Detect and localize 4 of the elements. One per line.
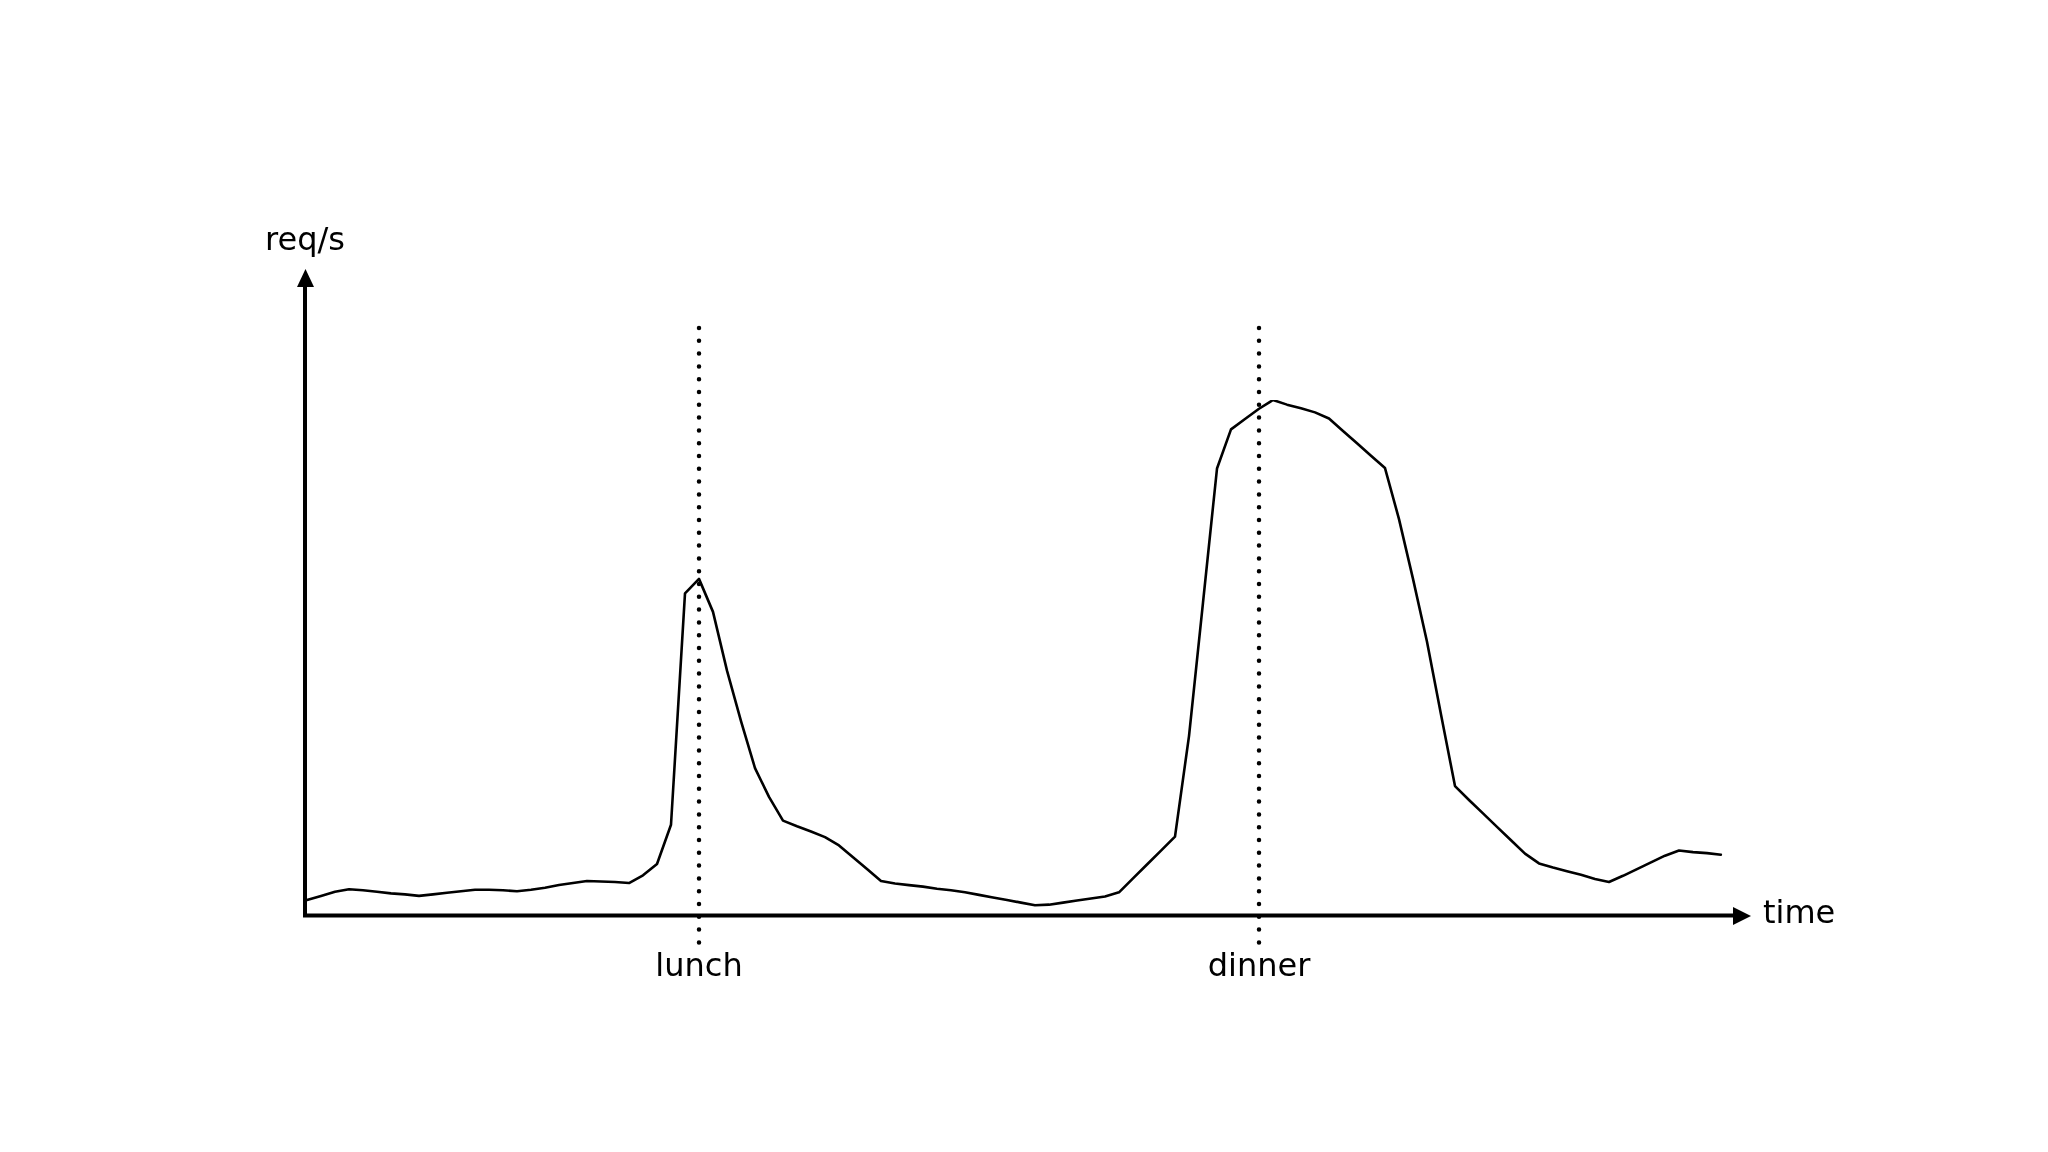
x-axis-title: time xyxy=(1763,892,1836,931)
x-tick-label: lunch xyxy=(655,945,743,984)
y-axis-title: req/s xyxy=(265,220,345,259)
x-tick-label: dinner xyxy=(1207,945,1312,984)
